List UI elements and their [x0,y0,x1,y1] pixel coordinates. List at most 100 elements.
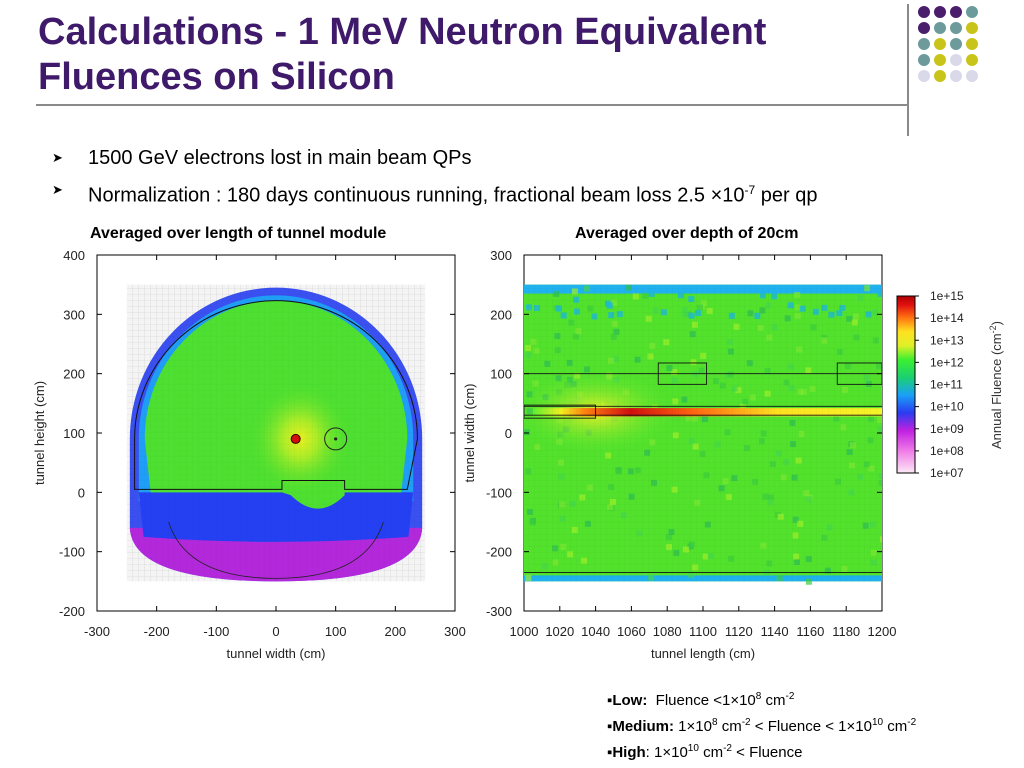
left-pipe-circle [324,427,348,451]
left-chart-caption: Averaged over length of tunnel module [90,225,387,242]
decorative-dot [966,54,978,66]
y-tick-label: 400 [63,248,85,263]
x-tick-label: 1060 [617,624,646,639]
colorbar-tick-label: 1e+12 [930,355,964,369]
decorative-dot [950,38,962,50]
decorative-dot [934,22,946,34]
legend-medium-label: Medium: [612,718,674,735]
slide-title: Calculations - 1 MeV Neutron Equivalent … [38,10,898,100]
colorbar-gradient [896,295,916,474]
x-tick-label: 1100 [689,624,717,639]
x-tick-label: 1160 [796,624,824,639]
decorative-dot [950,70,962,82]
y-tick-label: -100 [59,545,85,560]
colorbar-tick-label: 1e+07 [930,466,964,480]
y-axis-label: tunnel height (cm) [32,381,47,485]
right-geometry-lines [524,362,882,573]
x-tick-label: 100 [325,624,347,639]
decorative-dot [934,70,946,82]
x-tick-label: 1140 [761,624,789,639]
slide-title-line1: Calculations - 1 MeV Neutron Equivalent [38,11,767,53]
left-pipe-center [334,437,338,441]
x-tick-label: 1120 [725,624,753,639]
vertical-divider [907,4,909,136]
x-axis-label: tunnel length (cm) [651,646,755,661]
decorative-dot [918,54,930,66]
colorbar-tick-label: 1e+14 [930,311,964,325]
x-tick-label: -100 [203,624,229,639]
bullet-item: ➤ 1500 GeV electrons lost in main beam QP… [50,142,817,174]
power-exponent: -7 [744,183,756,197]
bullet-text: 1500 GeV electrons lost in main beam QPs [88,147,472,169]
y-tick-label: 100 [490,367,512,382]
x-tick-label: 1080 [653,624,682,639]
magnet-outline [657,362,708,385]
y-tick-label: 0 [78,485,85,500]
power-base: 10 [722,184,745,207]
y-tick-label: 300 [490,248,512,263]
decorative-dot [918,22,930,34]
decorative-dot [950,6,962,18]
bullet-text: Normalization : 180 days continuous runn… [88,184,711,207]
x-tick-label: 200 [384,624,406,639]
left-beam-loss-point [290,433,301,444]
right-cell-grid [524,284,882,582]
left-heatmap-chart: -300 -200 -100 0 100 200 300 -200 -100 0 100 200 300… [32,248,466,661]
magnet-outline [836,362,882,385]
bullet-list: ➤ 1500 GeV electrons lost in main beam QP… [50,142,817,212]
decorative-dot [950,22,962,34]
y-tick-label: -200 [486,545,512,560]
decorative-dot [966,70,978,82]
y-tick-label: -300 [486,604,512,619]
x-tick-label: 1020 [545,624,574,639]
decorative-dot [918,6,930,18]
legend-low: ▪Low: Fluence <1×108 cm-2 [607,691,795,709]
legend-medium: ▪Medium: 1×108 cm-2 < Fluence < 1×1010 c… [607,717,917,735]
x-tick-label: 1200 [868,624,897,639]
x-tick-label: 1000 [510,624,539,639]
right-heatmap-chart: 1000 1020 1040 1060 1080 1100 1120 1140 1160 1180… [462,248,896,661]
decorative-dot [966,38,978,50]
y-tick-label: -200 [59,604,85,619]
left-outer-outline [168,521,384,579]
decorative-dot [918,38,930,50]
colorbar-label: Annual Fluence (cm-2) [988,321,1004,449]
fluence-legend: ▪Low: Fluence <1×108 cm-2 ▪Medium: 1×108… [607,686,916,764]
colorbar-tick-label: 1e+11 [930,378,963,392]
slide-title-line2: Fluences on Silicon [38,56,395,98]
left-wall-outline [134,300,418,490]
title-divider [36,104,908,106]
colorbar: 1e+15 1e+14 1e+13 1e+12 1e+11 1e+10 1e+09 1e+08… [896,289,1004,480]
x-tick-label: 1040 [581,624,610,639]
colorbar-tick-label: 1e+09 [930,422,964,436]
decorative-dot [966,22,978,34]
y-tick-label: 100 [63,426,85,441]
colorbar-tick-label: 1e+15 [930,289,964,303]
arrow-bullet-icon: ➤ [52,182,63,197]
y-axis-label: tunnel width (cm) [462,384,477,483]
x-tick-label: -300 [84,624,110,639]
arrow-bullet-icon: ➤ [52,150,63,165]
y-tick-label: 0 [505,426,512,441]
x-tick-label: 0 [272,624,279,639]
left-cell-grid [126,284,426,582]
y-tick-label: 200 [63,367,85,382]
times-sign: × [710,184,723,207]
colorbar-tick-label: 1e+13 [930,333,964,347]
y-tick-label: -100 [486,485,512,500]
bullet-item: ➤ Normalization : 180 days continuous run… [50,174,817,212]
x-tick-label: 300 [444,624,466,639]
y-tick-label: 200 [490,307,512,322]
pipe-outline [524,404,597,419]
noise-cell [805,578,812,585]
legend-high: ▪High: 1×1010 cm-2 < Fluence [607,743,803,761]
right-chart-caption: Averaged over depth of 20cm [575,225,799,242]
x-tick-label: -200 [144,624,170,639]
legend-low-label: Low: [612,692,648,709]
decorative-dot [950,54,962,66]
colorbar-tick-label: 1e+08 [930,444,964,458]
decorative-dot [934,6,946,18]
colorbar-tick-label: 1e+10 [930,400,964,414]
decorative-dot [934,38,946,50]
